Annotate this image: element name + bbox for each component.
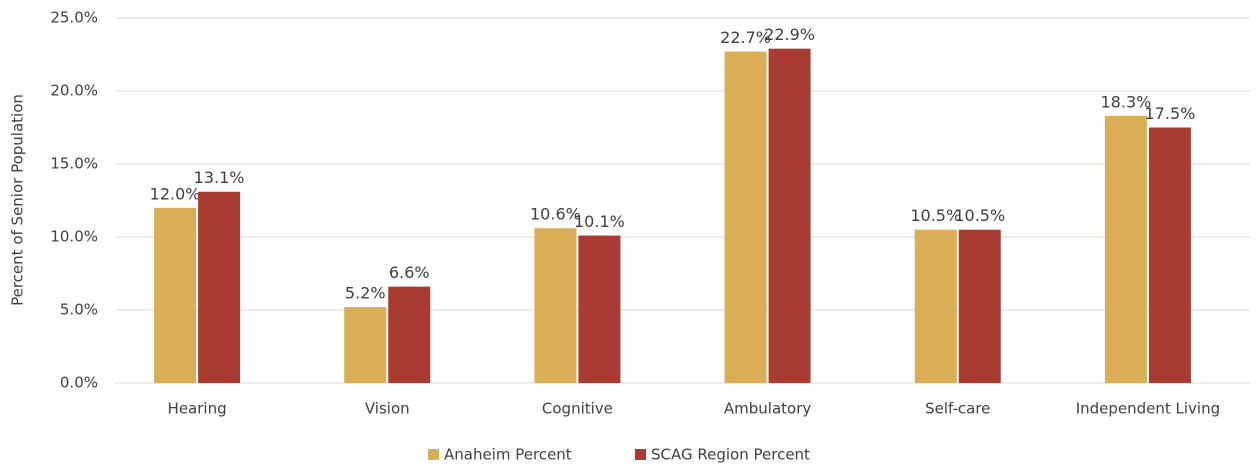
y-tick-label: 5.0%	[60, 301, 98, 319]
value-label: 18.3%	[1101, 92, 1152, 111]
x-tick-label: Cognitive	[542, 400, 613, 418]
value-label: 13.1%	[194, 168, 245, 187]
value-label: 5.2%	[345, 284, 386, 303]
legend-label: Anaheim Percent	[444, 446, 572, 464]
bar	[1104, 115, 1147, 383]
value-label: 22.9%	[764, 25, 815, 44]
bar	[198, 191, 241, 383]
y-tick-label: 25.0%	[50, 9, 98, 27]
x-tick-label: Ambulatory	[724, 400, 811, 418]
bar	[344, 307, 387, 383]
legend-label: SCAG Region Percent	[651, 446, 810, 464]
value-label: 22.7%	[720, 28, 771, 47]
value-label: 10.1%	[574, 212, 625, 231]
legend-swatch	[635, 449, 646, 460]
y-tick-label: 10.0%	[50, 228, 98, 246]
bar	[578, 235, 621, 383]
y-tick-label: 20.0%	[50, 82, 98, 100]
value-label: 6.6%	[389, 263, 430, 282]
x-tick-label: Self-care	[925, 400, 990, 418]
bar	[958, 229, 1001, 383]
bar	[1148, 127, 1191, 383]
bar	[724, 51, 767, 383]
value-label: 10.5%	[910, 206, 961, 225]
bar	[914, 229, 957, 383]
y-tick-label: 15.0%	[50, 155, 98, 173]
y-tick-label: 0.0%	[60, 374, 98, 392]
value-label: 12.0%	[150, 184, 201, 203]
value-label: 10.5%	[954, 206, 1005, 225]
legend-swatch	[428, 449, 439, 460]
x-tick-label: Hearing	[168, 400, 227, 418]
value-label: 10.6%	[530, 205, 581, 224]
x-tick-label: Independent Living	[1076, 400, 1220, 418]
value-label: 17.5%	[1145, 104, 1196, 123]
bar	[154, 207, 197, 383]
y-axis-title: Percent of Senior Population	[9, 94, 27, 306]
x-tick-label: Vision	[365, 400, 410, 418]
bar	[388, 286, 431, 383]
bar	[768, 48, 811, 383]
bar	[534, 228, 577, 383]
